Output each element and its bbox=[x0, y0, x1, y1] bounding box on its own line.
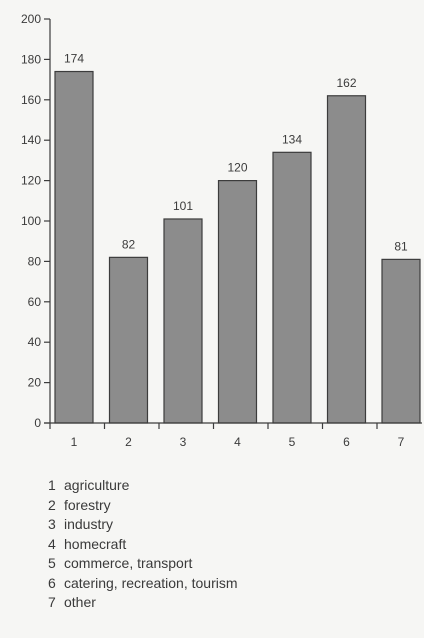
bar-value-label: 82 bbox=[122, 237, 136, 251]
legend-item-5: 5 commerce, transport bbox=[48, 554, 238, 574]
legend-number: 3 bbox=[48, 516, 56, 532]
bar-value-label: 134 bbox=[282, 132, 302, 146]
legend-number: 1 bbox=[48, 477, 56, 493]
y-tick-label: 80 bbox=[28, 254, 42, 268]
y-tick-label: 20 bbox=[28, 376, 42, 390]
legend-label: other bbox=[64, 594, 96, 610]
legend-number: 7 bbox=[48, 594, 56, 610]
y-tick-label: 180 bbox=[21, 52, 41, 66]
legend-item-4: 4 homecraft bbox=[48, 535, 238, 555]
bar-value-label: 81 bbox=[394, 239, 408, 253]
bar-chart: 1748210112013416281020406080100120140160… bbox=[21, 12, 422, 449]
axes bbox=[44, 18, 422, 429]
bars bbox=[54, 70, 421, 424]
legend-label: forestry bbox=[64, 496, 111, 513]
labels: 1748210112013416281020406080100120140160… bbox=[21, 12, 408, 449]
legend-number: 6 bbox=[48, 574, 56, 591]
x-tick-label: 1 bbox=[71, 435, 78, 449]
y-tick-label: 200 bbox=[21, 12, 41, 26]
x-tick-label: 4 bbox=[234, 435, 241, 449]
legend-number: 4 bbox=[48, 535, 56, 552]
y-tick-label: 0 bbox=[34, 416, 41, 430]
x-tick-label: 2 bbox=[125, 435, 132, 449]
x-tick-label: 6 bbox=[343, 435, 350, 449]
legend-label: agriculture bbox=[64, 477, 130, 493]
legend-number: 2 bbox=[48, 496, 56, 513]
y-tick-label: 60 bbox=[28, 295, 42, 309]
bar-5 bbox=[272, 151, 312, 424]
legend-item-6: 6 catering, recreation, tourism bbox=[48, 574, 238, 594]
legend-label: industry bbox=[64, 516, 114, 532]
bar-value-label: 162 bbox=[336, 76, 356, 90]
y-tick-label: 160 bbox=[21, 93, 41, 107]
category-legend: 1 agriculture 2 forestry 3 industry 4 homecr… bbox=[48, 476, 238, 613]
bar-value-label: 120 bbox=[227, 161, 247, 175]
bar-7 bbox=[381, 258, 421, 424]
bar-3 bbox=[163, 218, 203, 424]
x-tick-label: 3 bbox=[180, 435, 187, 449]
legend-item-7: 7 other bbox=[48, 593, 238, 613]
bar-value-label: 101 bbox=[173, 199, 193, 213]
x-tick-label: 5 bbox=[289, 435, 296, 449]
legend-label: commerce, transport bbox=[64, 555, 193, 571]
legend-label: homecraft bbox=[64, 535, 127, 552]
y-tick-label: 120 bbox=[21, 174, 41, 188]
bar-value-label: 174 bbox=[64, 52, 84, 66]
y-tick-label: 100 bbox=[21, 214, 41, 228]
x-tick-label: 7 bbox=[398, 435, 405, 449]
legend-item-1: 1 agriculture bbox=[48, 476, 238, 496]
y-tick-label: 40 bbox=[28, 335, 42, 349]
legend-item-3: 3 industry bbox=[48, 515, 238, 535]
bar-1 bbox=[54, 70, 94, 424]
bar-6 bbox=[326, 95, 367, 424]
bar-2 bbox=[108, 256, 149, 424]
legend-number: 5 bbox=[48, 555, 56, 571]
y-tick-label: 140 bbox=[21, 133, 41, 147]
legend-label: catering, recreation, tourism bbox=[64, 574, 238, 591]
bar-4 bbox=[217, 180, 258, 424]
legend-item-2: 2 forestry bbox=[48, 496, 238, 516]
